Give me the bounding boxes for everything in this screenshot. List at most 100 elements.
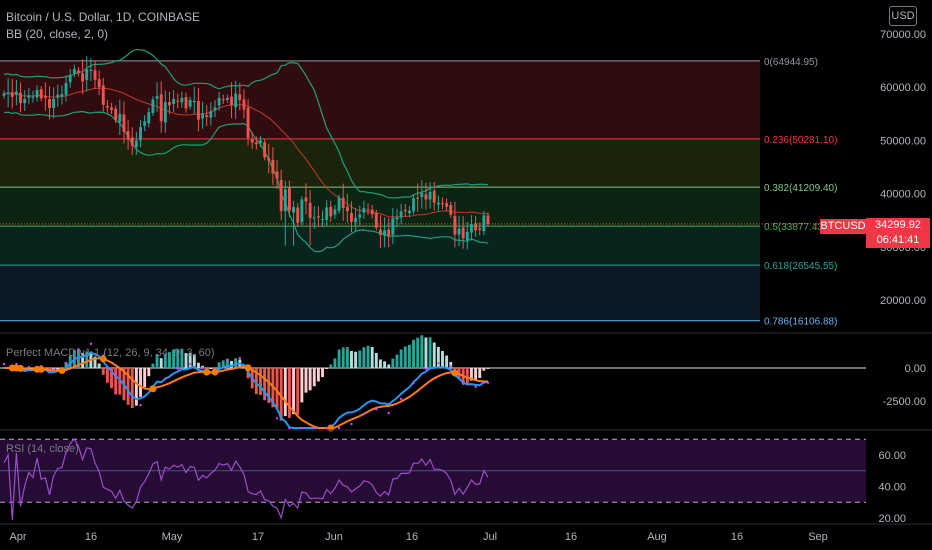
candle-body bbox=[52, 98, 56, 108]
time-axis-tick: Sep bbox=[808, 531, 828, 543]
macd-cross-marker bbox=[99, 355, 107, 363]
candle-body bbox=[457, 228, 461, 235]
macd-histogram-bar bbox=[263, 368, 267, 401]
candle-body bbox=[242, 99, 246, 110]
macd-histogram-bar bbox=[383, 361, 387, 368]
candle-body bbox=[329, 206, 333, 217]
macd-dot bbox=[412, 381, 415, 385]
candle-body bbox=[184, 97, 188, 109]
bb-lower-band bbox=[3, 110, 489, 253]
candle-body bbox=[416, 197, 420, 199]
macd-dot bbox=[251, 376, 254, 380]
macd-dot bbox=[27, 365, 31, 369]
time-axis-tick: Jul bbox=[483, 531, 497, 543]
bb-basis bbox=[3, 87, 489, 218]
candle-body bbox=[89, 69, 93, 72]
macd-histogram-bar bbox=[68, 355, 72, 368]
candle-body bbox=[399, 211, 403, 218]
candle-body bbox=[105, 106, 109, 108]
time-axis-tick: Jun bbox=[325, 531, 343, 543]
macd-histogram-bar bbox=[155, 354, 159, 368]
macd-histogram-bar bbox=[159, 358, 163, 368]
candle-body bbox=[325, 207, 329, 220]
macd-histogram-bar bbox=[300, 368, 304, 403]
macd-histogram-bar bbox=[378, 359, 382, 368]
macd-histogram-bar bbox=[254, 368, 258, 395]
candle-body bbox=[2, 93, 6, 96]
macd-histogram-bar bbox=[85, 351, 89, 368]
candle-body bbox=[122, 114, 126, 132]
macd-histogram-bar bbox=[168, 352, 171, 368]
rsi-line bbox=[3, 437, 489, 520]
macd-dot bbox=[399, 397, 403, 401]
macd-dot bbox=[424, 367, 428, 370]
axes: 70000.0060000.0050000.0040000.0030000.00… bbox=[0, 29, 932, 543]
macd-histogram-bar bbox=[196, 362, 200, 368]
candle-body bbox=[403, 209, 407, 212]
price-axis-tick: 20000.00 bbox=[880, 295, 926, 307]
candle-body bbox=[147, 112, 151, 124]
candle-body bbox=[130, 137, 134, 146]
candle-body bbox=[77, 70, 80, 74]
candle-body bbox=[114, 108, 118, 121]
macd-histogram-bar bbox=[64, 362, 68, 368]
candle-body bbox=[337, 197, 341, 211]
currency-button[interactable]: USD bbox=[889, 6, 917, 26]
macd-dot bbox=[474, 385, 477, 389]
macd-dot bbox=[89, 342, 93, 346]
macd-histogram-bar bbox=[482, 368, 486, 371]
macd-histogram-bar bbox=[391, 358, 395, 368]
macd-cross-marker bbox=[451, 369, 459, 377]
macd-histogram-bar bbox=[97, 363, 101, 368]
candle-body bbox=[151, 99, 155, 113]
candle-body bbox=[192, 101, 196, 103]
macd-dot bbox=[437, 361, 440, 365]
candle-body bbox=[428, 192, 432, 200]
candle-body bbox=[461, 227, 465, 239]
macd-histogram-bar bbox=[176, 349, 180, 368]
candle-body bbox=[14, 91, 18, 95]
candle-body bbox=[333, 209, 337, 215]
macd-axis-tick: 0.00 bbox=[905, 363, 926, 375]
macd-dot bbox=[387, 411, 390, 415]
candle-body bbox=[407, 210, 411, 214]
macd-line bbox=[3, 351, 489, 429]
candle-body bbox=[35, 89, 39, 98]
macd-histogram-bar bbox=[279, 368, 283, 421]
macd-histogram-bar bbox=[354, 351, 358, 368]
macd-dot bbox=[226, 359, 229, 363]
candle-body bbox=[43, 96, 47, 98]
macd-dot bbox=[114, 374, 117, 377]
macd-histogram-bar bbox=[118, 368, 122, 395]
candle-body bbox=[205, 115, 209, 117]
symbol-tag: BTCUSD bbox=[820, 219, 866, 234]
last-price-tag: 34299.92 06:41:41 bbox=[866, 218, 930, 248]
rsi-pane: RSI (14, close) bbox=[0, 437, 866, 520]
macd-histogram-bar bbox=[126, 368, 130, 405]
macd-histogram-bar bbox=[105, 368, 109, 383]
macd-histogram-bar bbox=[139, 368, 142, 397]
macd-dot bbox=[486, 381, 490, 384]
candle-body bbox=[217, 97, 221, 106]
macd-histogram-bar bbox=[296, 368, 300, 415]
macd-histogram-bar bbox=[143, 368, 147, 388]
candle-body bbox=[31, 96, 35, 98]
candle-body bbox=[159, 94, 163, 122]
macd-dot bbox=[275, 417, 279, 420]
macd-histogram-bar bbox=[325, 368, 329, 369]
candle-body bbox=[374, 213, 378, 228]
macd-histogram-bar bbox=[486, 368, 490, 369]
candle-body bbox=[221, 99, 225, 101]
candle-body bbox=[432, 190, 436, 203]
candle-body bbox=[412, 198, 415, 212]
macd-histogram-bar bbox=[81, 352, 85, 368]
candle-body bbox=[56, 94, 60, 98]
macd-histogram-bar bbox=[403, 346, 407, 368]
candle-body bbox=[259, 140, 262, 143]
rsi-legend: RSI (14, close) bbox=[6, 443, 79, 455]
macd-dot bbox=[288, 426, 291, 430]
candle-body bbox=[391, 218, 395, 235]
macd-histogram-bar bbox=[420, 335, 424, 368]
candle-body bbox=[139, 127, 142, 141]
